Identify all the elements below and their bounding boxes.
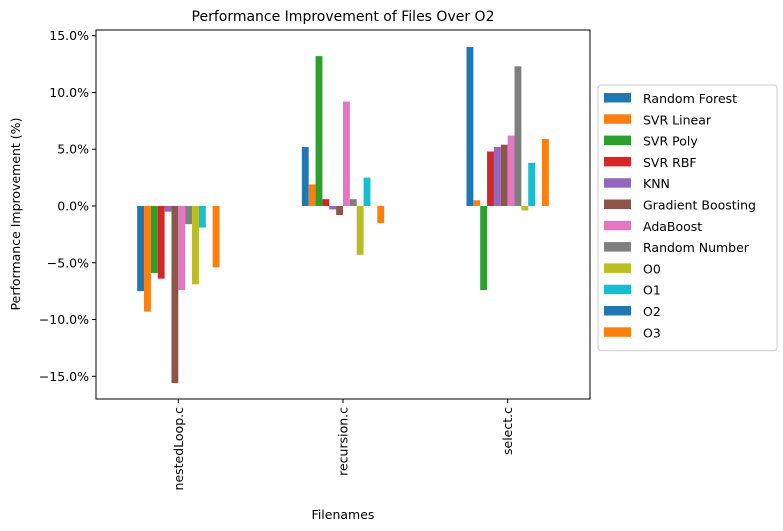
x-tick-label: select.c — [500, 407, 515, 455]
bar-svr-rbf-select-c — [487, 151, 494, 206]
legend: Random Forest SVR Linear SVR Poly SVR RBF KN… — [597, 84, 778, 352]
legend-swatch — [604, 327, 631, 337]
y-tick-label: 5.0% — [57, 142, 89, 157]
bar-gradient-boosting-recursion-c — [336, 205, 343, 216]
bar-o3-select-c — [541, 139, 549, 206]
y-axis: −15.0% −10.0% −5.0% 0.0% 5.0% 10.0% 15.0% — [39, 28, 96, 384]
bar-random-forest-select-c — [466, 47, 474, 206]
y-tick-label: 10.0% — [49, 85, 89, 100]
bar-svr-linear-recursion-c — [308, 184, 316, 206]
bar-svr-rbf-nestedloop-c — [157, 205, 165, 279]
x-axis-label: Filenames — [312, 507, 375, 522]
bar-svr-poly-recursion-c — [315, 56, 323, 206]
legend-swatch — [604, 306, 631, 316]
bar-o0-nestedloop-c — [192, 205, 199, 285]
y-tick-label: −10.0% — [39, 312, 89, 327]
bar-gradient-boosting-select-c — [500, 144, 508, 206]
plot-area — [137, 47, 549, 384]
legend-swatch — [604, 156, 631, 167]
legend-label: AdaBoost — [643, 219, 702, 234]
bar-random-number-nestedloop-c — [185, 205, 193, 225]
legend-label: SVR Linear — [643, 112, 712, 127]
bar-o3-recursion-c — [377, 205, 385, 224]
bar-o0-recursion-c — [356, 205, 364, 255]
bar-adaboost-recursion-c — [343, 101, 350, 206]
bar-random-number-recursion-c — [349, 199, 357, 206]
y-tick-label: 0.0% — [57, 198, 89, 213]
y-tick-label: −15.0% — [39, 369, 89, 384]
legend-label: O2 — [643, 304, 661, 319]
legend-label: SVR Poly — [643, 134, 698, 149]
legend-label: Gradient Boosting — [643, 198, 756, 213]
bar-svr-poly-nestedloop-c — [150, 205, 158, 273]
bar-svr-linear-nestedloop-c — [144, 205, 151, 312]
bar-knn-select-c — [493, 146, 501, 206]
legend-swatch — [604, 135, 631, 146]
y-axis-label: Performance Improvement (%) — [8, 118, 23, 311]
bar-random-number-select-c — [514, 66, 522, 206]
bar-svr-rbf-recursion-c — [322, 199, 330, 206]
legend-label: KNN — [643, 176, 670, 191]
legend-label: O3 — [643, 325, 661, 340]
bar-o3-nestedloop-c — [212, 205, 220, 268]
x-axis: nestedLoop.c recursion.c select.c — [171, 399, 515, 490]
legend-swatch — [604, 284, 631, 295]
legend-swatch — [604, 178, 631, 188]
legend-swatch — [604, 263, 631, 273]
chart-title: Performance Improvement of Files Over O2 — [192, 9, 495, 25]
bar-o1-select-c — [528, 162, 536, 206]
bar-adaboost-select-c — [507, 135, 515, 206]
bar-o0-select-c — [521, 205, 529, 211]
legend-label: O0 — [643, 261, 661, 276]
x-tick-label: nestedLoop.c — [171, 407, 186, 491]
legend-swatch — [604, 93, 631, 103]
bar-svr-linear-select-c — [473, 200, 481, 206]
bar-o1-recursion-c — [363, 177, 371, 206]
bar-o1-nestedloop-c — [198, 205, 206, 228]
legend-swatch — [604, 242, 631, 252]
legend-swatch — [604, 220, 631, 231]
x-tick-label: recursion.c — [336, 407, 351, 476]
bar-svr-poly-select-c — [480, 205, 488, 290]
y-tick-label: 15.0% — [49, 28, 89, 43]
bar-adaboost-nestedloop-c — [178, 205, 186, 290]
bar-random-forest-nestedloop-c — [137, 205, 145, 292]
legend-frame — [597, 84, 778, 352]
legend-label: O1 — [643, 283, 661, 298]
legend-label: Random Forest — [643, 91, 737, 106]
bar-knn-nestedloop-c — [164, 205, 172, 212]
legend-swatch — [604, 199, 631, 209]
legend-label: SVR RBF — [643, 155, 697, 170]
legend-label: Random Number — [643, 240, 750, 255]
bar-gradient-boosting-nestedloop-c — [171, 205, 179, 384]
bar-knn-recursion-c — [329, 205, 337, 210]
legend-swatch — [604, 114, 631, 124]
bar-random-forest-recursion-c — [301, 146, 309, 206]
y-tick-label: −5.0% — [47, 255, 89, 270]
